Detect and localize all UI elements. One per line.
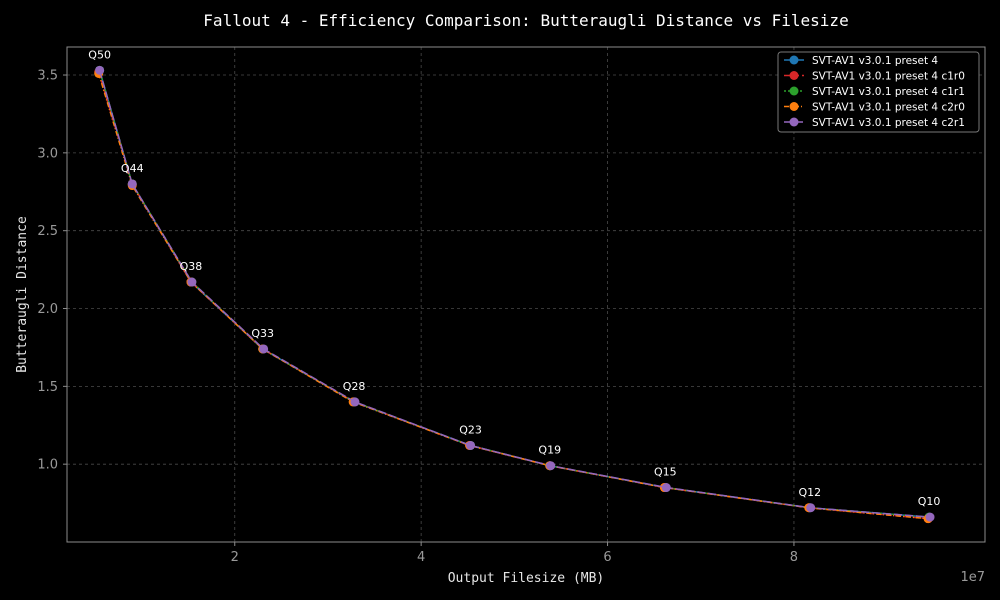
quality-annotation: Q44 [121,162,144,175]
series-line [98,70,931,518]
series-line [98,70,930,518]
data-point [259,344,269,354]
x-tick-label: 4 [417,550,425,565]
y-tick-label: 3.0 [37,146,58,161]
axis-ticks: 2 4 6 8 1.0 1.5 2.0 2.5 3.0 3.5 [37,69,798,565]
legend-swatch-marker [789,55,799,65]
quality-annotation: Q38 [180,260,203,273]
legend-swatch-marker [789,86,799,96]
quality-annotation: Q28 [343,380,366,393]
series-group [94,65,935,524]
y-axis-label: Butteraugli Distance [15,216,30,373]
y-tick-label: 1.0 [37,458,58,473]
legend-item: SVT-AV1 v3.0.1 preset 4 c1r1 [784,86,965,98]
legend-label: SVT-AV1 v3.0.1 preset 4 c1r0 [812,71,965,83]
legend-label: SVT-AV1 v3.0.1 preset 4 c2r0 [812,102,965,114]
series-line [97,71,929,520]
series-line [97,73,929,520]
data-point [127,179,137,189]
data-point [350,397,360,407]
y-tick-label: 2.0 [37,302,58,317]
quality-annotation: Q50 [88,48,111,61]
legend-label: SVT-AV1 v3.0.1 preset 4 [812,55,938,67]
series-5 [95,65,935,522]
legend-label: SVT-AV1 v3.0.1 preset 4 c2r1 [812,117,965,129]
legend-swatch-marker [789,102,799,111]
series-1 [95,65,934,522]
legend: SVT-AV1 v3.0.1 preset 4 SVT-AV1 v3.0.1 pr… [777,51,980,133]
data-point [925,512,935,522]
quality-annotation: Q12 [798,486,821,499]
quality-annotation: Q33 [251,327,274,340]
plot-frame [66,46,986,543]
y-tick-label: 2.5 [37,224,58,239]
legend-swatch-marker [789,71,799,80]
series-line [98,70,930,518]
legend-item: SVT-AV1 v3.0.1 preset 4 c2r1 [784,117,965,129]
x-axis-offset-text: 1e7 [960,570,985,585]
legend-item: SVT-AV1 v3.0.1 preset 4 c2r0 [784,102,965,114]
x-axis-label: Output Filesize (MB) [448,571,605,586]
legend-swatch-marker [789,117,799,127]
series-2 [94,67,933,524]
quality-annotation: Q10 [918,495,941,508]
x-tick-label: 6 [603,550,611,565]
quality-annotation: Q15 [654,466,677,479]
y-tick-label: 3.5 [37,69,58,84]
data-point [806,503,816,513]
x-tick-label: 8 [790,550,798,565]
legend-box [777,51,980,133]
data-point [187,277,197,287]
data-point [661,483,671,493]
quality-annotation: Q23 [459,423,482,436]
annotations: Q50 Q44 Q38 Q33 Q28 Q23 Q19 Q15 Q12 Q10 [88,48,940,508]
legend-label: SVT-AV1 v3.0.1 preset 4 c1r1 [812,86,965,98]
data-point [95,65,105,75]
legend-item: SVT-AV1 v3.0.1 preset 4 c1r0 [784,71,965,83]
y-tick-label: 1.5 [37,380,58,395]
chart-title: Fallout 4 - Efficiency Comparison: Butte… [203,11,849,30]
series-3 [95,65,934,522]
data-point [466,440,476,450]
x-tick-label: 2 [231,550,239,565]
series-4 [94,68,933,524]
legend-item: SVT-AV1 v3.0.1 preset 4 [784,55,938,67]
data-point [546,461,556,471]
quality-annotation: Q19 [538,444,561,457]
